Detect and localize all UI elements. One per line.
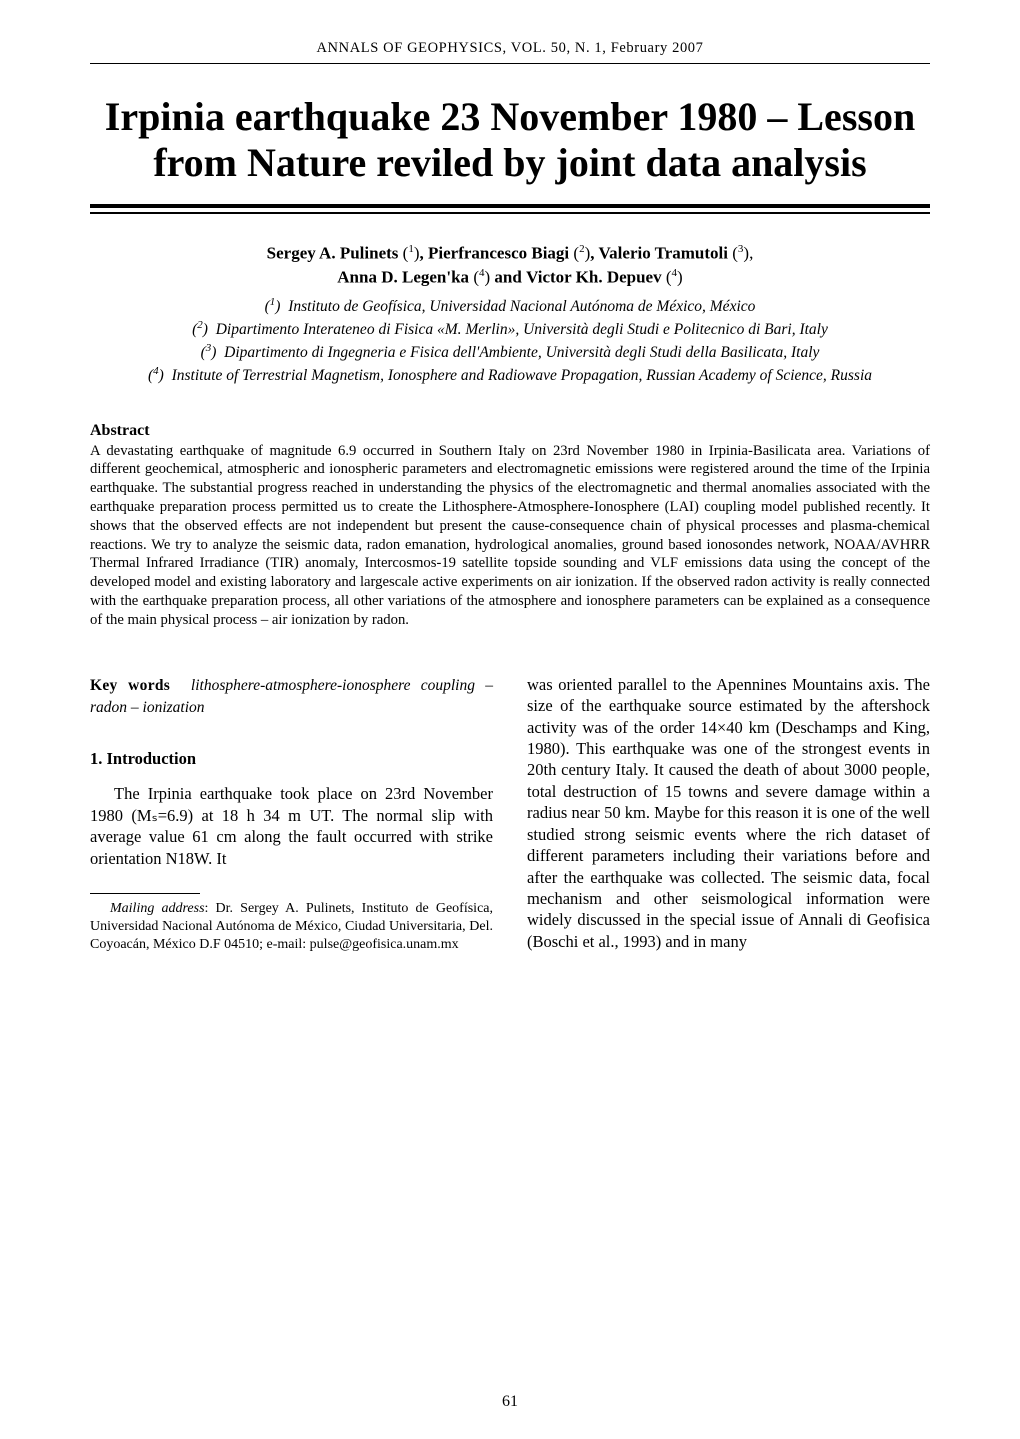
affil-sup: 1 <box>270 296 276 308</box>
keywords-block: Key words lithosphere-atmosphere-ionosph… <box>90 674 493 718</box>
affiliation: (4) Institute of Terrestrial Magnetism, … <box>90 364 930 387</box>
right-column: was oriented parallel to the Apennines M… <box>527 674 930 954</box>
affil-text: Instituto de Geofísica, Universidad Naci… <box>288 298 755 315</box>
header-rule <box>90 63 930 64</box>
footnote-rule <box>90 893 200 894</box>
affiliation: (3) Dipartimento di Ingegneria e Fisica … <box>90 341 930 364</box>
author-name: Anna D. Legen'ka <box>337 267 469 286</box>
section-heading-intro: 1. Introduction <box>90 748 493 769</box>
affil-sup: 2 <box>197 319 203 331</box>
footnote: Mailing address: Dr. Sergey A. Pulinets,… <box>90 900 493 954</box>
affil-text: Dipartimento di Ingegneria e Fisica dell… <box>224 345 819 362</box>
author-name: Pierfrancesco Biagi <box>428 244 569 263</box>
page: ANNALS OF GEOPHYSICS, VOL. 50, N. 1, Feb… <box>0 0 1020 1439</box>
affil-text: Institute of Terrestrial Magnetism, Iono… <box>172 368 872 385</box>
author-sup: 1 <box>408 243 414 255</box>
article-title: Irpinia earthquake 23 November 1980 – Le… <box>100 94 920 186</box>
authors-line-2: Anna D. Legen'ka (4) and Victor Kh. Depu… <box>90 266 930 290</box>
running-header: ANNALS OF GEOPHYSICS, VOL. 50, N. 1, Feb… <box>90 40 930 57</box>
authors-block: Sergey A. Pulinets (1), Pierfrancesco Bi… <box>90 242 930 289</box>
footnote-label: Mailing address <box>110 901 205 916</box>
left-column: Key words lithosphere-atmosphere-ionosph… <box>90 674 493 954</box>
author-name: Valerio Tramutoli <box>598 244 728 263</box>
page-number: 61 <box>0 1393 1020 1411</box>
author-and: and <box>494 267 521 286</box>
affiliations-block: (1) Instituto de Geofísica, Universidad … <box>90 295 930 387</box>
author-sup: 2 <box>579 243 585 255</box>
two-column-body: Key words lithosphere-atmosphere-ionosph… <box>90 674 930 954</box>
intro-paragraph-right: was oriented parallel to the Apennines M… <box>527 674 930 953</box>
author-sup: 4 <box>672 267 678 279</box>
keywords-text <box>181 677 191 694</box>
affil-sup: 4 <box>153 365 159 377</box>
affiliation: (1) Instituto de Geofísica, Universidad … <box>90 295 930 318</box>
abstract-text: A devastating earthquake of magnitude 6.… <box>90 442 930 630</box>
abstract-heading: Abstract <box>90 422 930 440</box>
authors-line-1: Sergey A. Pulinets (1), Pierfrancesco Bi… <box>90 242 930 266</box>
affiliation: (2) Dipartimento Interateneo di Fisica «… <box>90 318 930 341</box>
title-double-rule <box>90 204 930 214</box>
author-sup: 3 <box>738 243 744 255</box>
keywords-label: Key words <box>90 677 170 694</box>
author-sup: 4 <box>479 267 485 279</box>
affil-text: Dipartimento Interateneo di Fisica «M. M… <box>216 321 828 338</box>
author-name: Victor Kh. Depuev <box>526 267 662 286</box>
author-name: Sergey A. Pulinets <box>267 244 399 263</box>
affil-sup: 3 <box>206 342 212 354</box>
intro-paragraph-left: The Irpinia earthquake took place on 23r… <box>90 783 493 869</box>
